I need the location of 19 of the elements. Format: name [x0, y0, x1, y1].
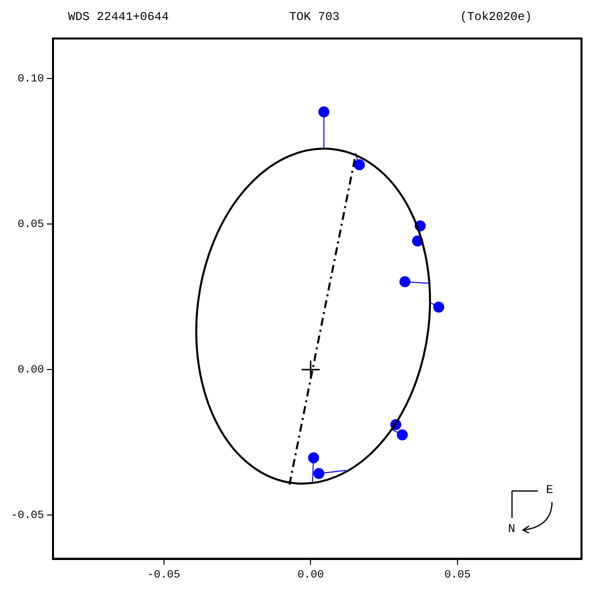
point: [308, 452, 320, 464]
x-tick-label: 0.05: [444, 569, 471, 582]
x-tick-label: 0.00: [297, 569, 324, 582]
chart-title: WDS 22441+0644: [68, 10, 169, 24]
point: [396, 429, 408, 440]
point: [399, 276, 410, 288]
point: [313, 468, 324, 480]
point: [354, 159, 365, 170]
point: [433, 302, 444, 313]
chart-subtitle: TOK 703: [289, 10, 340, 24]
x-tick-label: -0.05: [147, 569, 180, 582]
y-tick-label: -0.05: [10, 510, 44, 522]
y-tick-label: 0.05: [18, 219, 44, 232]
text: (Tok2020e): [460, 10, 532, 24]
y-tick-label: 0.10: [18, 74, 44, 86]
y-tick-label: 0.00: [18, 364, 44, 377]
point: [318, 106, 330, 118]
annotation: E: [546, 483, 554, 497]
annotation: N: [508, 522, 516, 536]
